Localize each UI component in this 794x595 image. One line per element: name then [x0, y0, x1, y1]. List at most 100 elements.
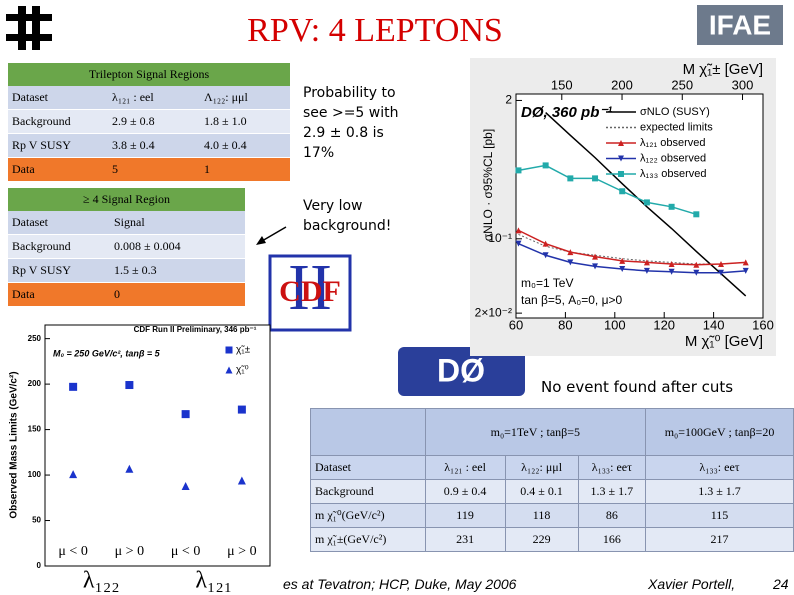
legend-marker [225, 366, 233, 374]
legend-marker [618, 171, 624, 177]
table-cell: 115 [645, 503, 794, 528]
note-probability: Probability to see >=5 with 2.9 ± 0.8 is… [303, 85, 399, 161]
table-cell: Background [8, 234, 110, 259]
legend-marker [225, 346, 233, 354]
table-group-header: m₀=1TeV ; tanβ=5 [424, 408, 647, 456]
data-point [693, 269, 700, 276]
table-cell: 0.008 ± 0.004 [110, 234, 245, 259]
table-cell: Background [310, 479, 426, 504]
data-point [237, 405, 246, 414]
x-tick-label: 100 [604, 317, 626, 332]
legend-label: expected limits [640, 121, 713, 133]
data-point [592, 253, 599, 260]
x2-tick-label: 250 [671, 77, 693, 92]
table-cell: 229 [504, 527, 579, 552]
table-row: Background 2.9 ± 0.8 1.8 ± 1.0 [8, 109, 290, 134]
legend-label: χ̃₁± [236, 345, 251, 356]
chart-title: CDF Run II Preliminary, 346 pb⁻¹ [134, 325, 257, 334]
table-cell: 4.0 ± 0.4 [200, 133, 290, 158]
group-label: λ₁₂₂ [83, 568, 120, 594]
table-cell: Signal [110, 211, 245, 235]
table-row: Rp V SUSY 1.5 ± 0.3 [8, 258, 245, 283]
table-cell: m χ̃₁±(GeV/c²) [310, 527, 426, 552]
data-point [668, 203, 675, 210]
table-cell: Data [8, 282, 110, 307]
ifae-logo [697, 5, 783, 45]
x2-tick-label: 150 [551, 77, 573, 92]
data-point [643, 199, 650, 206]
y-axis-label: σNLO · σ95%CL [pb] [481, 129, 495, 241]
table-cell: Background [8, 109, 108, 134]
table-row: Dataset Signal [8, 211, 245, 235]
footer-author: Xavier Portell, [648, 576, 736, 592]
note-no-event: No event found after cuts [541, 378, 734, 396]
table-cell: Dataset [310, 455, 426, 480]
table-cell: 3.8 ± 0.4 [108, 133, 200, 158]
table-title-row: ≥ 4 Signal Region [8, 188, 245, 211]
data-point [619, 266, 626, 273]
series-line [545, 111, 747, 297]
cdf-logo-numeral: II [288, 251, 332, 324]
table-group-header: m₀=100GeV ; tanβ=20 [645, 408, 794, 456]
x-tick-label: 80 [558, 317, 572, 332]
table-cell: 86 [577, 503, 647, 528]
table-row: Background 0.008 ± 0.004 [8, 234, 245, 259]
table-cell: Dataset [8, 86, 108, 110]
cdf-logo-text: CDF [279, 275, 341, 308]
data-point [742, 267, 749, 274]
data-point [592, 263, 599, 270]
table-cell: Dataset [8, 211, 110, 235]
data-point [515, 227, 522, 234]
data-point [237, 476, 246, 485]
data-point [181, 481, 190, 490]
table-cell [310, 408, 426, 456]
legend-label: λ₁₃₃ observed [640, 168, 706, 180]
data-point [542, 252, 549, 259]
d0-logo-text: DØ [437, 352, 485, 388]
note-low-background: Very low background! [303, 198, 392, 234]
table-cell: 1.8 ± 1.0 [200, 109, 290, 134]
x-tick-label: 60 [509, 317, 523, 332]
footer-page: 24 [773, 576, 789, 592]
series-line [518, 242, 746, 274]
y-tick-label: 10⁻¹ [488, 231, 512, 245]
data-point [567, 249, 574, 256]
table-cell: 217 [645, 527, 794, 552]
y-tick-label: 50 [32, 516, 41, 525]
data-point [69, 470, 78, 479]
legend-label: σNLO (SUSY) [640, 106, 710, 118]
y-tick-label: 250 [28, 334, 42, 343]
ifae-text: IFAE [709, 9, 771, 40]
y-tick-label: 150 [28, 425, 42, 434]
table-cell: m χ̃₁⁰(GeV/c²) [310, 503, 426, 528]
table-cell: 231 [424, 527, 506, 552]
data-point [668, 260, 675, 267]
table-cell: λ₁₃₃: eeτ [577, 455, 647, 480]
table-cell: Rp V SUSY [8, 258, 110, 283]
arrow [256, 226, 287, 245]
x2-tick-label: 300 [732, 77, 754, 92]
y-tick-label: 2×10⁻² [475, 305, 512, 319]
x-tick-label: 140 [703, 317, 725, 332]
table-cell: 0.9 ± 0.4 [424, 479, 506, 504]
table-row: Data 5 1 [8, 157, 290, 182]
table-cell: λ₁₂₁ : eel [424, 455, 506, 480]
legend-marker [618, 155, 624, 162]
data-point [619, 257, 626, 264]
legend-marker [618, 140, 624, 146]
table-cell: 5 [108, 157, 200, 182]
chart-title: DØ, 360 pb⁻¹ [521, 104, 612, 121]
data-point [69, 382, 78, 391]
table-cell: 2.9 ± 0.8 [108, 109, 200, 134]
x-category-label: μ < 0 [171, 544, 200, 559]
table-cell: 119 [424, 503, 506, 528]
table-cell: 118 [504, 503, 579, 528]
data-point [718, 260, 725, 267]
cdf-logo [268, 254, 352, 332]
footer-talk: es at Tevatron; HCP, Duke, May 2006 [283, 576, 517, 592]
table-row: Dataset λ₁₂₁ : eel Λ₁₂₂: μμl [8, 86, 290, 110]
table-row: Background 0.9 ± 0.4 0.4 ± 0.1 1.3 ± 1.7 1.3… [310, 479, 794, 504]
data-point [567, 259, 574, 266]
